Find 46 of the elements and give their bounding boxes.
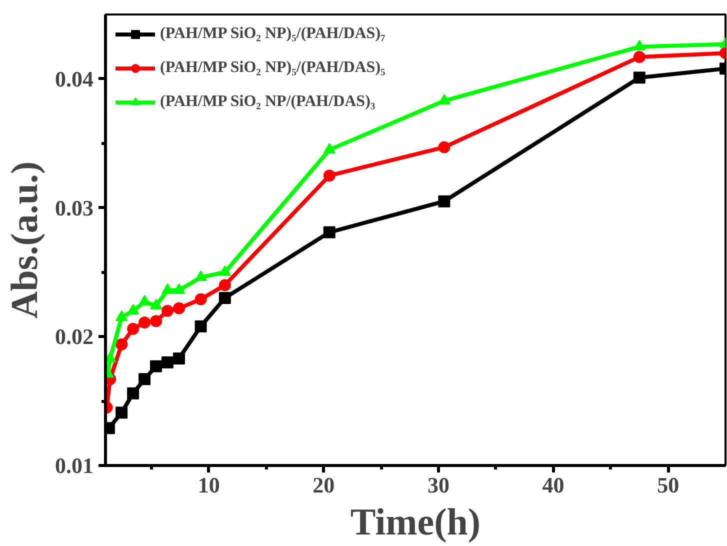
y-tick-label: 0.04 [55, 66, 94, 92]
point [633, 51, 646, 64]
x-tick-label: 10 [198, 472, 220, 498]
x-tick-label: 30 [427, 472, 450, 498]
legend-label: (PAH/MP SiO₂ NP/(PAH/DAS)₃ [160, 93, 376, 111]
point [106, 352, 116, 362]
point [633, 40, 646, 50]
point [194, 270, 207, 282]
point [194, 293, 207, 306]
x-tick-label: 20 [312, 472, 335, 498]
point [218, 279, 231, 292]
point [218, 265, 231, 276]
point [116, 310, 128, 321]
point [127, 322, 140, 335]
x-tick-label: 50 [657, 472, 680, 498]
legend-label: (PAH/MP SiO₂ NP)₅/(PAH/DAS)₇ [160, 25, 386, 43]
point [138, 316, 151, 328]
point [172, 352, 185, 365]
point [150, 315, 162, 328]
point [438, 141, 450, 154]
point [138, 373, 151, 386]
point [218, 292, 231, 304]
y-axis-title: Abs.(a.u.) [4, 161, 46, 319]
point [127, 304, 140, 315]
point [194, 320, 207, 332]
x-tick-label: 40 [542, 472, 564, 498]
point [323, 226, 336, 238]
point [127, 387, 140, 400]
x-axis-title: Time(h) [350, 502, 481, 544]
point [323, 142, 336, 154]
point [162, 283, 174, 294]
y-tick-label: 0.01 [55, 453, 94, 478]
point [633, 72, 646, 84]
point [116, 406, 128, 419]
point [323, 170, 336, 182]
point [162, 356, 174, 368]
legend-label: (PAH/MP SiO₂ NP)₅/(PAH/DAS)₅ [160, 59, 386, 77]
point [438, 195, 450, 208]
point [172, 283, 185, 294]
point [150, 298, 162, 310]
y-tick-label: 0.03 [55, 195, 94, 220]
point [172, 302, 185, 314]
point [162, 304, 174, 317]
point [150, 360, 162, 372]
point [116, 338, 128, 350]
y-tick-label: 0.02 [55, 324, 94, 350]
